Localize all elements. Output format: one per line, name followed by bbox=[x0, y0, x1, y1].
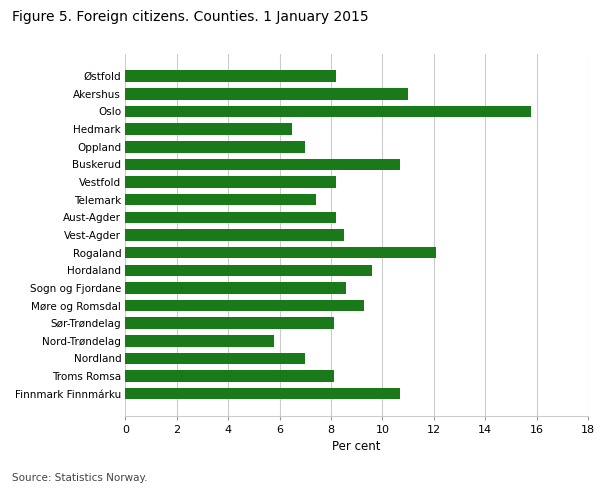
Text: Figure 5. Foreign citizens. Counties. 1 January 2015: Figure 5. Foreign citizens. Counties. 1 … bbox=[12, 10, 369, 24]
Bar bbox=[126, 370, 334, 382]
Bar bbox=[126, 335, 274, 346]
Bar bbox=[126, 70, 336, 82]
Bar bbox=[126, 141, 305, 153]
Bar bbox=[126, 247, 436, 258]
Bar bbox=[126, 106, 531, 117]
Bar bbox=[126, 353, 305, 364]
Bar bbox=[126, 176, 336, 188]
X-axis label: Per cent: Per cent bbox=[332, 441, 381, 453]
Bar bbox=[126, 159, 400, 170]
Bar bbox=[126, 317, 334, 329]
Bar bbox=[126, 282, 346, 294]
Bar bbox=[126, 300, 364, 311]
Bar bbox=[126, 229, 344, 241]
Bar bbox=[126, 264, 372, 276]
Bar bbox=[126, 388, 400, 400]
Bar bbox=[126, 194, 315, 205]
Bar bbox=[126, 88, 408, 100]
Bar bbox=[126, 212, 336, 223]
Text: Source: Statistics Norway.: Source: Statistics Norway. bbox=[12, 473, 148, 483]
Bar bbox=[126, 123, 292, 135]
